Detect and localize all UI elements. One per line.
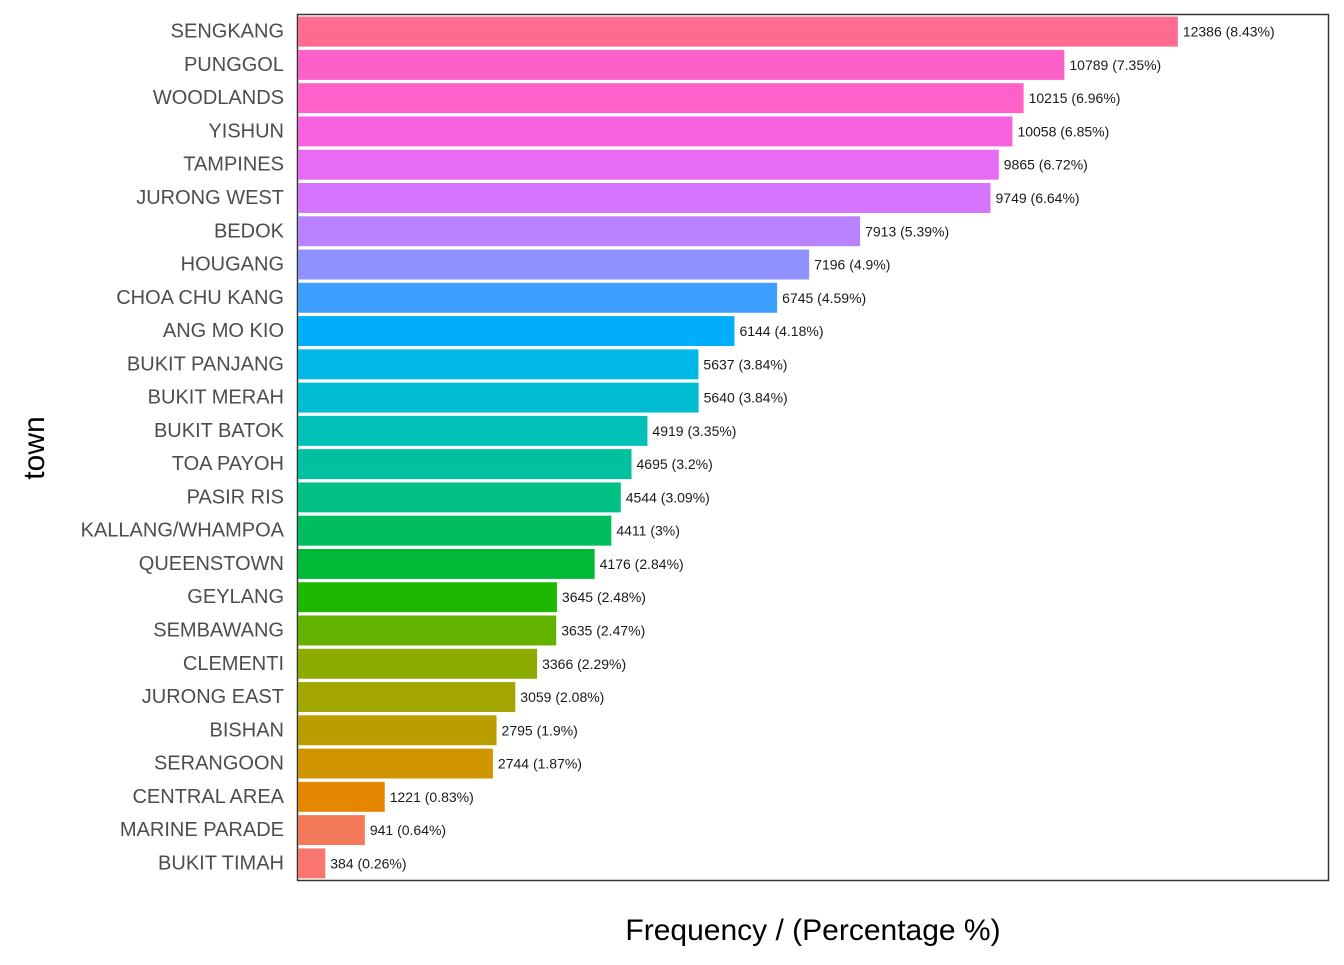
data-label: 2744 (1.87%) bbox=[498, 756, 582, 772]
data-label: 941 (0.64%) bbox=[370, 822, 446, 838]
bar bbox=[298, 282, 778, 313]
bar bbox=[298, 615, 557, 646]
y-tick-label: BUKIT MERAH bbox=[148, 387, 284, 409]
bar bbox=[298, 116, 1013, 147]
data-label: 7196 (4.9%) bbox=[814, 257, 890, 273]
y-tick-label: CHOA CHU KANG bbox=[116, 287, 284, 309]
bar bbox=[298, 83, 1024, 114]
data-label: 3366 (2.29%) bbox=[542, 656, 626, 672]
bar bbox=[298, 848, 326, 879]
data-label: 10789 (7.35%) bbox=[1069, 57, 1161, 73]
y-tick-label: ANG MO KIO bbox=[163, 320, 284, 342]
data-label: 3635 (2.47%) bbox=[561, 622, 645, 638]
bars-layer: 12386 (8.43%) SENGKANG 10789 (7.35%) PUNGGO… bbox=[81, 16, 1275, 879]
data-label: 384 (0.26%) bbox=[330, 855, 406, 871]
bar bbox=[298, 781, 385, 812]
y-tick-label: JURONG WEST bbox=[136, 187, 284, 209]
y-tick-label: WOODLANDS bbox=[153, 87, 284, 109]
bar bbox=[298, 415, 648, 446]
y-tick-label: TOA PAYOH bbox=[172, 453, 284, 475]
data-label: 5640 (3.84%) bbox=[704, 390, 788, 406]
bar bbox=[298, 582, 557, 613]
bar bbox=[298, 249, 810, 280]
y-tick-label: JURONG EAST bbox=[142, 686, 284, 708]
y-tick-label: CENTRAL AREA bbox=[132, 786, 284, 808]
bar bbox=[298, 748, 493, 779]
bar bbox=[298, 216, 861, 247]
y-tick-label: SERANGOON bbox=[154, 753, 284, 775]
data-label: 2795 (1.9%) bbox=[502, 722, 578, 738]
bar bbox=[298, 715, 497, 746]
bar bbox=[298, 515, 612, 546]
y-tick-label: QUEENSTOWN bbox=[139, 553, 284, 575]
y-tick-label: BEDOK bbox=[214, 220, 285, 242]
data-label: 12386 (8.43%) bbox=[1183, 24, 1275, 40]
bar bbox=[298, 482, 621, 513]
data-label: 9749 (6.64%) bbox=[996, 190, 1080, 206]
y-tick-label: KALLANG/WHAMPOA bbox=[81, 520, 285, 542]
data-label: 4411 (3%) bbox=[616, 523, 680, 539]
bar bbox=[298, 682, 516, 712]
data-label: 10215 (6.96%) bbox=[1029, 90, 1121, 106]
bar bbox=[298, 349, 699, 380]
y-tick-label: MARINE PARADE bbox=[120, 819, 284, 841]
data-label: 10058 (6.85%) bbox=[1017, 123, 1109, 139]
bar bbox=[298, 548, 595, 579]
y-tick-label: BUKIT PANJANG bbox=[127, 353, 284, 375]
y-tick-label: GEYLANG bbox=[187, 586, 284, 608]
bar bbox=[298, 382, 699, 413]
data-label: 1221 (0.83%) bbox=[390, 789, 474, 805]
y-tick-label: PASIR RIS bbox=[187, 486, 284, 508]
y-tick-label: BISHAN bbox=[210, 719, 284, 741]
bar bbox=[298, 49, 1065, 80]
bar bbox=[298, 316, 735, 347]
data-label: 6144 (4.18%) bbox=[739, 323, 823, 339]
data-label: 7913 (5.39%) bbox=[865, 223, 949, 239]
data-label: 5637 (3.84%) bbox=[703, 356, 787, 372]
y-tick-label: PUNGGOL bbox=[184, 54, 284, 76]
data-label: 3059 (2.08%) bbox=[520, 689, 604, 705]
bar bbox=[298, 449, 632, 480]
y-tick-label: CLEMENTI bbox=[183, 653, 284, 675]
y-axis-title: town bbox=[18, 416, 51, 479]
data-label: 6745 (4.59%) bbox=[782, 290, 866, 306]
data-label: 4176 (2.84%) bbox=[600, 556, 684, 572]
bar bbox=[298, 183, 991, 213]
data-label: 4695 (3.2%) bbox=[637, 456, 713, 472]
data-label: 4919 (3.35%) bbox=[652, 423, 736, 439]
bar bbox=[298, 815, 365, 846]
y-tick-label: BUKIT BATOK bbox=[154, 420, 285, 442]
data-label: 3645 (2.48%) bbox=[562, 589, 646, 605]
data-label: 4544 (3.09%) bbox=[626, 489, 710, 505]
x-axis-title: Frequency / (Percentage %) bbox=[625, 914, 1000, 947]
y-tick-label: YISHUN bbox=[208, 120, 284, 142]
y-tick-label: HOUGANG bbox=[181, 254, 284, 276]
bar bbox=[298, 16, 1178, 47]
y-tick-label: SENGKANG bbox=[171, 21, 284, 43]
y-tick-label: SEMBAWANG bbox=[153, 619, 284, 641]
bar bbox=[298, 149, 999, 180]
y-tick-label: TAMPINES bbox=[183, 154, 284, 176]
data-label: 9865 (6.72%) bbox=[1004, 157, 1088, 173]
y-tick-label: BUKIT TIMAH bbox=[158, 852, 284, 874]
bar bbox=[298, 648, 538, 679]
